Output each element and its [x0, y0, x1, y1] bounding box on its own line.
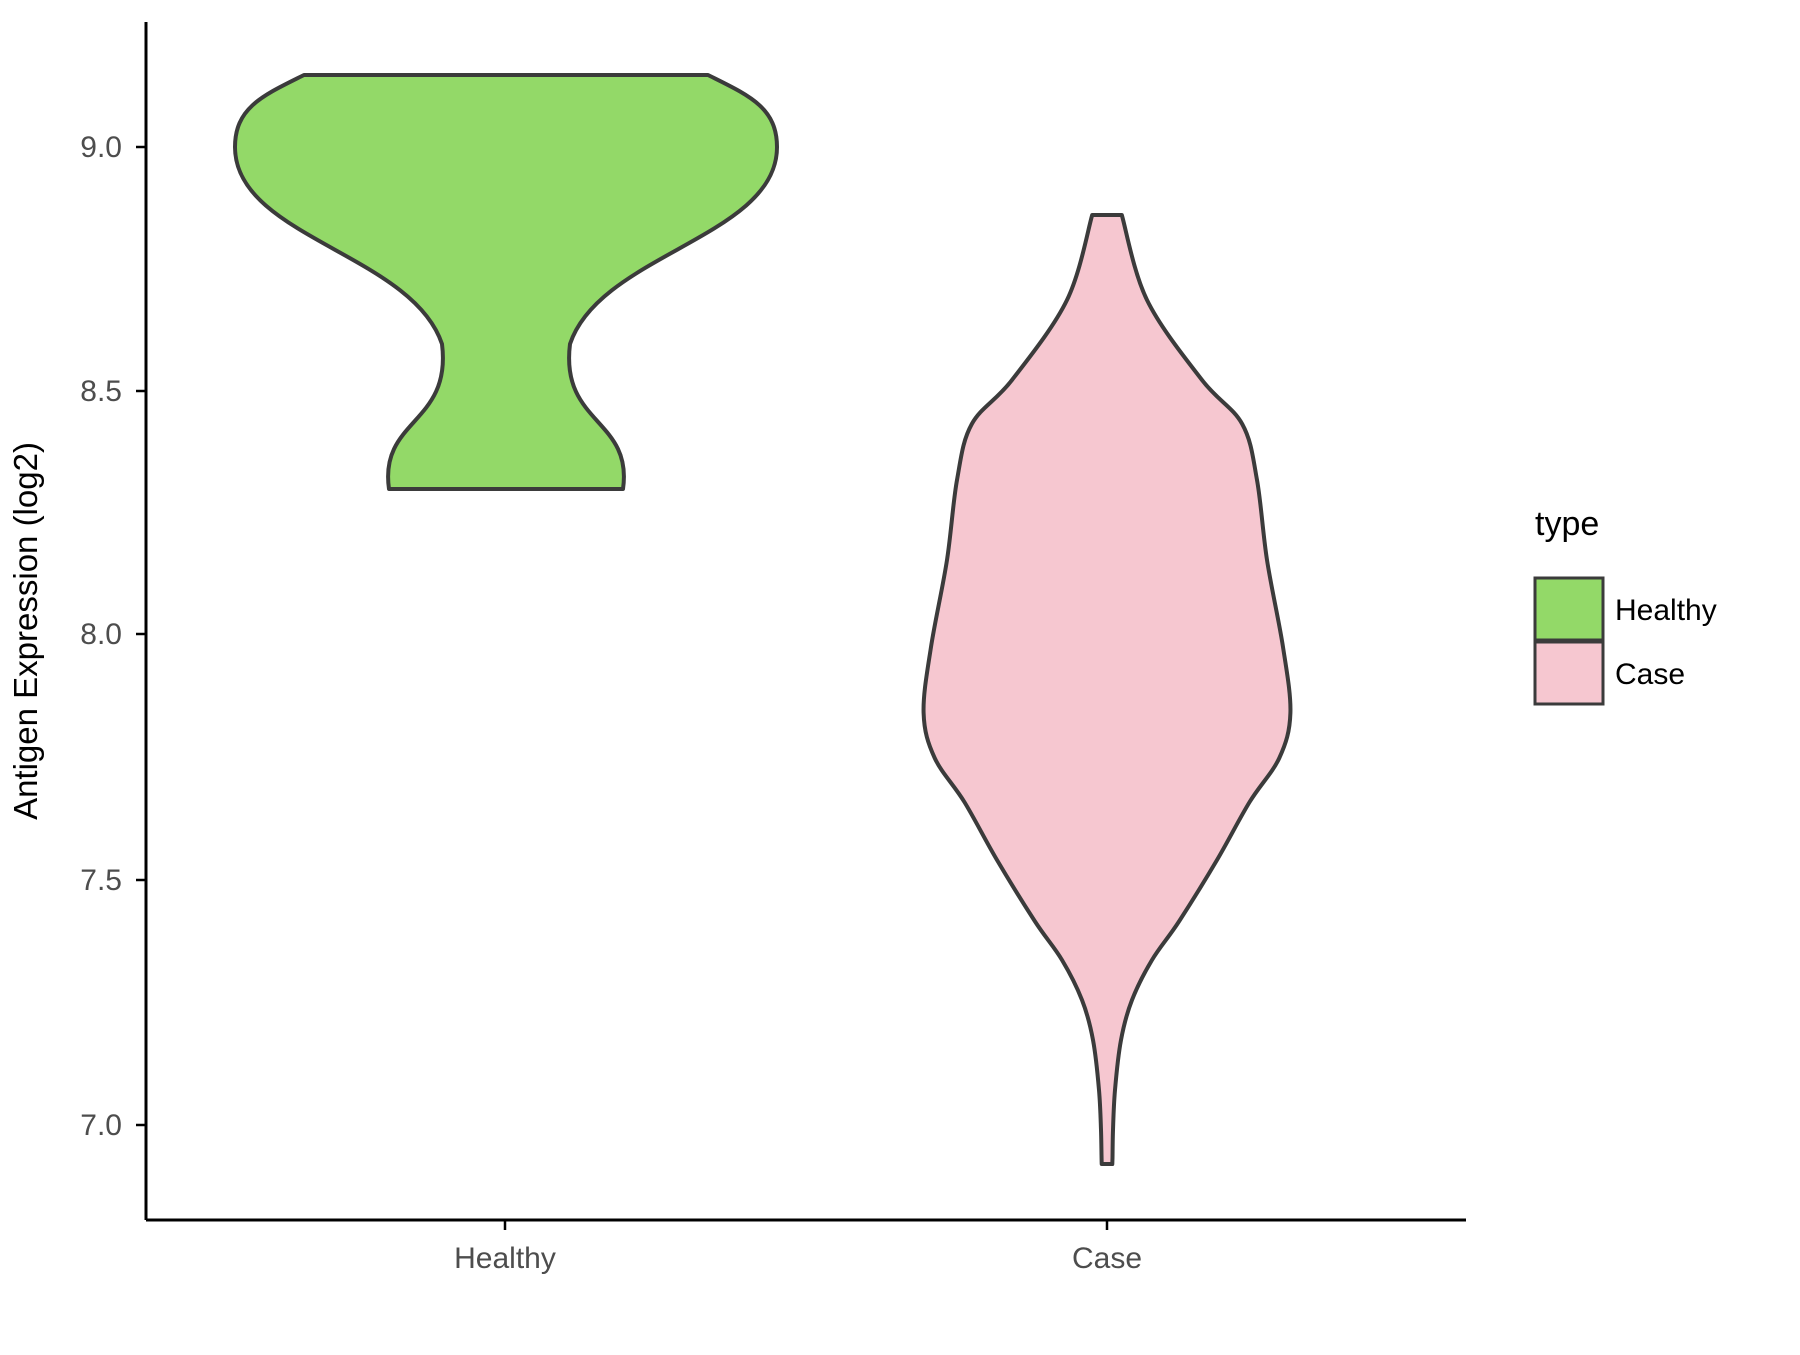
svg-text:8.0: 8.0	[80, 618, 122, 651]
svg-text:Case: Case	[1072, 1242, 1142, 1275]
svg-text:type: type	[1535, 505, 1599, 543]
svg-text:9.0: 9.0	[80, 131, 122, 164]
svg-text:Healthy: Healthy	[454, 1242, 556, 1275]
svg-text:8.5: 8.5	[80, 375, 122, 408]
svg-text:Case: Case	[1615, 658, 1685, 691]
svg-text:7.5: 7.5	[80, 864, 122, 897]
svg-text:Antigen Expression (log2): Antigen Expression (log2)	[7, 442, 44, 820]
svg-text:Healthy: Healthy	[1615, 594, 1717, 627]
svg-text:7.0: 7.0	[80, 1109, 122, 1142]
